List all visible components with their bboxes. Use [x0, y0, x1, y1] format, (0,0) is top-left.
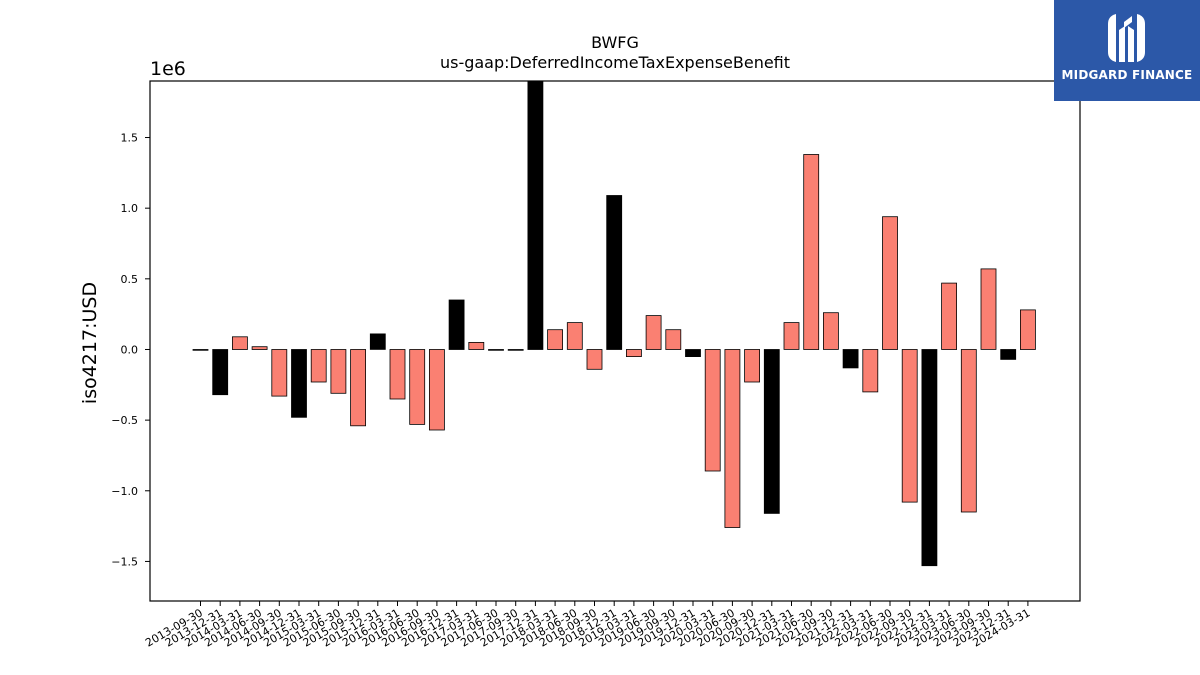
bar [1020, 309, 1036, 350]
bar [744, 349, 760, 383]
y-axis-label: iso4217:USD [79, 282, 101, 404]
bar [271, 349, 288, 397]
bar [291, 349, 307, 418]
bar [389, 349, 406, 400]
bar [941, 282, 957, 350]
y-tick-label: −1.5 [111, 555, 138, 568]
brand-name: MIDGARD FINANCE [1061, 68, 1193, 82]
bar [685, 349, 701, 357]
bar [448, 299, 465, 350]
chart-subtitle: us-gaap:DeferredIncomeTaxExpenseBenefit [440, 53, 790, 72]
bar [251, 346, 268, 350]
bar [901, 349, 918, 503]
bar [409, 349, 426, 425]
bar [350, 349, 367, 427]
bar [803, 154, 820, 350]
y-tick-label: 1.5 [121, 132, 139, 145]
bar [921, 349, 938, 567]
plot-frame [149, 80, 1081, 602]
y-ticks-group: −1.5 −1.0 −0.5 0.0 0.5 1.0 1.5 [111, 132, 150, 568]
bar [310, 349, 327, 383]
y-multiplier-label: 1e6 [150, 58, 186, 80]
x-ticks-group: 2013-09-302013-12-312014-03-312014-06-30… [143, 601, 1032, 650]
bar [665, 329, 682, 350]
y-tick-label: −0.5 [111, 414, 138, 427]
bar [842, 349, 859, 369]
bar [704, 349, 721, 472]
chart-title: BWFG [591, 33, 639, 52]
bar [980, 268, 997, 350]
bar [527, 80, 544, 350]
y-tick-label: 0.5 [121, 273, 139, 286]
bar [862, 349, 879, 393]
bar [724, 349, 741, 528]
bar [823, 312, 839, 350]
bar [783, 322, 800, 350]
y-tick-label: −1.0 [111, 485, 138, 498]
bars-group [192, 80, 1036, 567]
bar [1000, 349, 1017, 360]
bar [566, 322, 583, 350]
bar [606, 195, 623, 350]
bar [488, 349, 504, 351]
y-tick-label: 1.0 [121, 202, 139, 215]
bar [547, 329, 563, 350]
bar [626, 349, 642, 357]
midgard-logo-icon [1108, 14, 1145, 62]
bar [882, 216, 898, 350]
bar [231, 336, 248, 350]
bar [586, 349, 603, 370]
bar [428, 349, 445, 431]
bar [212, 349, 229, 396]
y-tick-label: 0.0 [121, 343, 139, 356]
bar [330, 349, 347, 394]
bar [763, 349, 780, 514]
bar [507, 349, 524, 351]
bar [369, 333, 386, 350]
bar [645, 315, 662, 350]
brand-logo: MIDGARD FINANCE [1054, 0, 1200, 101]
bar [192, 349, 209, 351]
bar [468, 341, 485, 350]
bar [960, 349, 977, 513]
